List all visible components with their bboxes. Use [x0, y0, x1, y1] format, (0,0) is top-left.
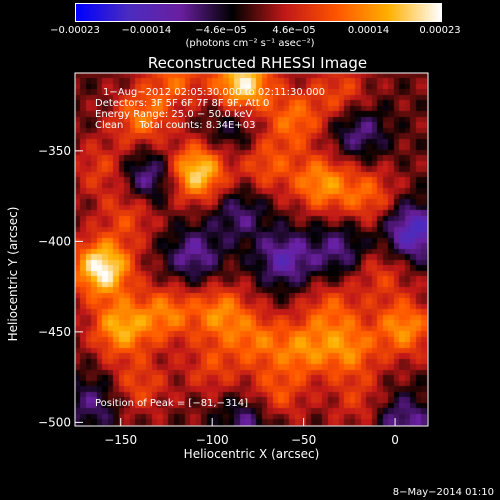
- annotation-peak-position: Position of Peak = [−81,−314]: [95, 398, 248, 409]
- x-tick-label-2: −50: [291, 433, 316, 447]
- annotation-clean-counts: Clean Total counts: 8.34E+03: [95, 120, 256, 131]
- plot-area: [75, 73, 428, 426]
- heatmap-image: [75, 73, 428, 426]
- colorbar-tick-label-0: −0.00023: [50, 25, 100, 36]
- y-tick-label-0: −350: [38, 144, 71, 158]
- plot-frame: [74, 72, 429, 427]
- y-axis-label: Heliocentric Y (arcsec): [6, 206, 20, 342]
- colorbar-units: (photons cm⁻² s⁻¹ asec⁻²): [185, 38, 315, 49]
- y-tick-label-1: −400: [38, 234, 71, 248]
- annotation-block: 1−Aug−2012 02:05:30.000 to 02:11:30.000 …: [95, 87, 325, 131]
- colorbar-tick-label-3: 4.6e−05: [272, 25, 315, 36]
- annotation-detectors: Detectors: 3F 5F 6F 7F 8F 9F, Att 0: [95, 98, 270, 109]
- x-tick-label-0: −150: [104, 433, 137, 447]
- x-axis-label: Heliocentric X (arcsec): [183, 447, 320, 461]
- colorbar-tick-label-1: −0.00014: [122, 25, 172, 36]
- colorbar: [75, 3, 442, 22]
- colorbar-gradient: [75, 3, 442, 22]
- x-tick-label-3: 0: [391, 433, 399, 447]
- annotation-time-range: 1−Aug−2012 02:05:30.000 to 02:11:30.000: [103, 87, 326, 98]
- y-tick-label-2: −450: [38, 325, 71, 339]
- colorbar-tick-label-4: 0.00014: [348, 25, 389, 36]
- colorbar-ticks: −0.00023 −0.00014 −4.6e−05 4.6e−05 0.00014 0.…: [50, 25, 461, 36]
- x-tick-label-1: −100: [196, 433, 229, 447]
- date-stamp: 8−May−2014 01:10: [392, 487, 494, 498]
- annotation-energy-range: Energy Range: 25.0 − 50.0 keV: [95, 109, 253, 120]
- chart-title: Reconstructed RHESSI Image: [147, 54, 368, 72]
- colorbar-tick-label-2: −4.6e−05: [195, 25, 247, 36]
- y-tick-label-3: −500: [38, 415, 71, 429]
- colorbar-tick-label-5: 0.00023: [419, 25, 460, 36]
